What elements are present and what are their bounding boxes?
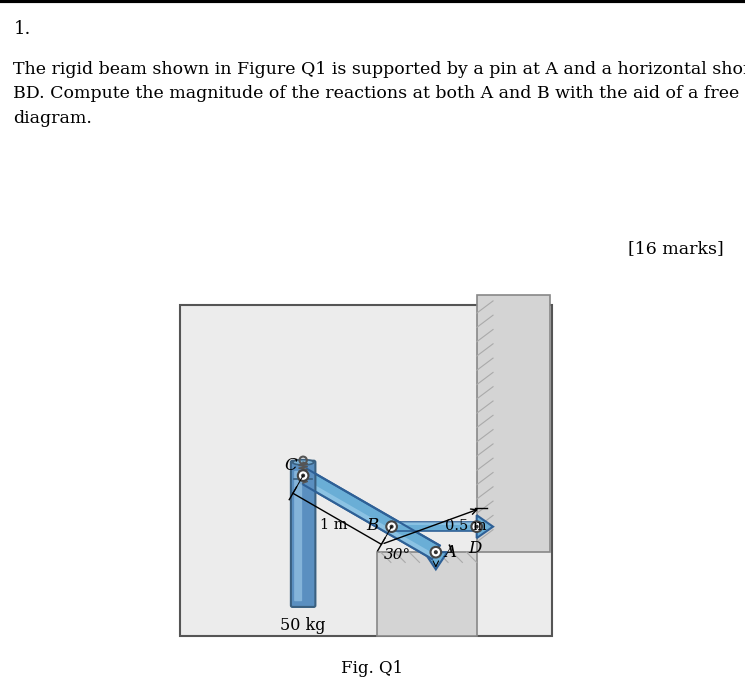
Text: 0.5 m: 0.5 m (446, 519, 487, 533)
Text: D: D (468, 539, 481, 557)
FancyBboxPatch shape (294, 471, 302, 602)
Circle shape (390, 525, 393, 528)
Polygon shape (299, 469, 440, 559)
Text: 1.: 1. (13, 20, 31, 38)
Circle shape (431, 547, 441, 558)
Text: 1 m: 1 m (320, 518, 347, 533)
Circle shape (434, 550, 438, 554)
Circle shape (475, 525, 479, 528)
Polygon shape (477, 515, 493, 538)
Text: A: A (444, 544, 456, 560)
Text: 30°: 30° (384, 549, 411, 562)
Polygon shape (425, 552, 447, 569)
Circle shape (387, 521, 397, 532)
Text: The rigid beam shown in Figure Q1 is supported by a pin at A and a horizontal sh: The rigid beam shown in Figure Q1 is sup… (13, 61, 745, 127)
FancyBboxPatch shape (291, 461, 315, 607)
Text: Fig. Q1: Fig. Q1 (341, 661, 404, 677)
Polygon shape (392, 522, 477, 526)
Circle shape (298, 470, 308, 481)
Text: C: C (285, 457, 297, 473)
Text: [16 marks]: [16 marks] (628, 240, 724, 256)
Polygon shape (299, 477, 434, 559)
Text: B: B (367, 517, 378, 535)
Circle shape (472, 521, 482, 532)
Bar (376, 552, 477, 636)
Circle shape (301, 473, 305, 477)
Ellipse shape (293, 459, 314, 465)
FancyBboxPatch shape (180, 305, 552, 636)
Text: 50 kg: 50 kg (280, 617, 326, 634)
Bar (477, 295, 551, 552)
Polygon shape (392, 522, 477, 531)
